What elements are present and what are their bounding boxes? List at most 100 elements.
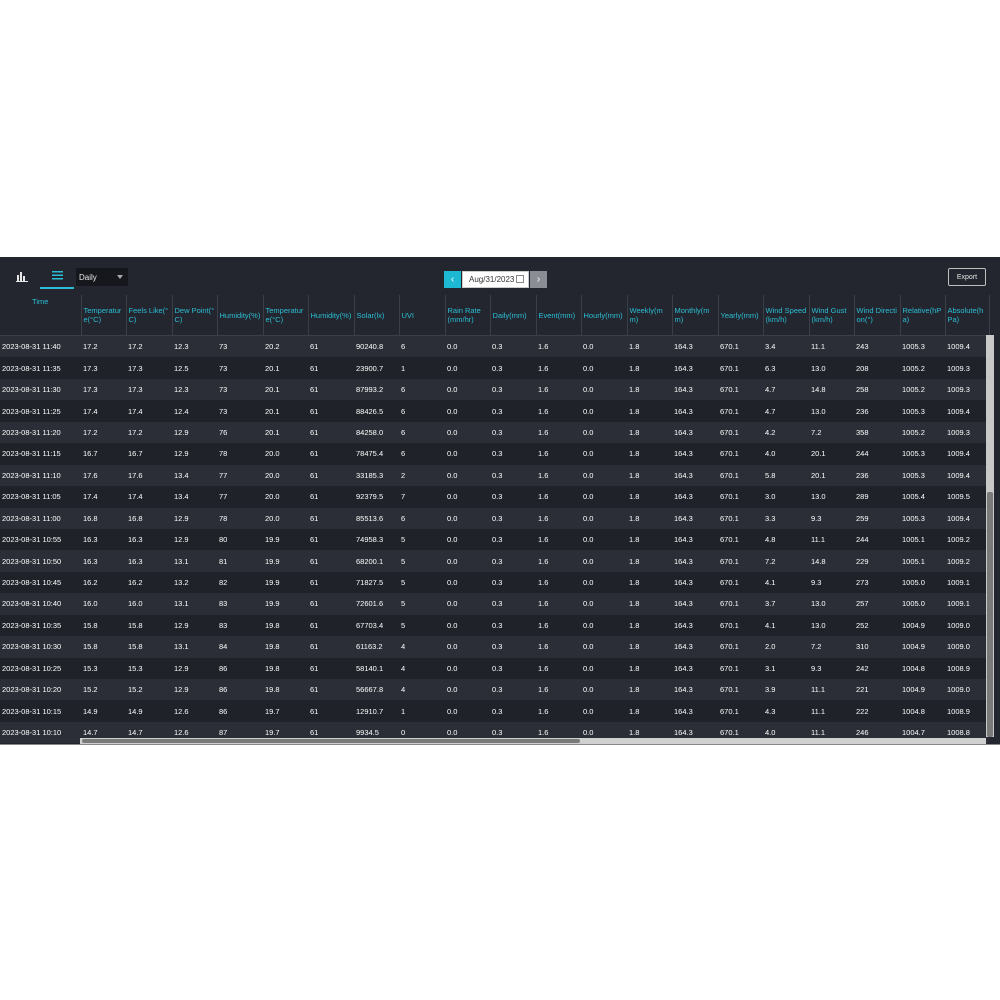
column-header[interactable]: Humidity(%) bbox=[217, 295, 264, 336]
chart-view-button[interactable] bbox=[8, 263, 36, 289]
table-cell: 1.8 bbox=[627, 464, 672, 487]
column-header[interactable]: Solar(lx) bbox=[354, 295, 400, 336]
table-cell: 61 bbox=[308, 679, 354, 701]
table-cell: 1005.3 bbox=[900, 443, 945, 465]
column-header[interactable]: Time bbox=[0, 295, 82, 336]
table-cell: 80 bbox=[217, 528, 263, 551]
table-cell: 88426.5 bbox=[354, 400, 399, 422]
table-cell: 16.3 bbox=[81, 528, 126, 551]
table-cell: 1004.8 bbox=[900, 700, 945, 722]
column-header[interactable]: Wind Speed(km/h) bbox=[763, 295, 810, 336]
table-cell: 0.3 bbox=[490, 486, 536, 508]
table-cell: 242 bbox=[854, 657, 900, 679]
table-cell: 1.6 bbox=[536, 700, 581, 722]
column-header[interactable]: Temperature(°C) bbox=[81, 295, 127, 336]
column-header[interactable]: Relative(hPa) bbox=[900, 295, 946, 336]
table-cell: 1.6 bbox=[536, 507, 581, 529]
table-cell: 4.0 bbox=[763, 721, 809, 744]
column-header[interactable]: Event(mm) bbox=[536, 295, 582, 336]
table-cell: 0.0 bbox=[445, 550, 490, 572]
table-cell: 1.6 bbox=[536, 528, 581, 551]
table-cell: 73 bbox=[217, 400, 263, 422]
table-cell: 17.4 bbox=[126, 486, 172, 508]
table-row: 2023-08-31 11:35 17.3 17.3 12.5 73 20.1 61 2390… bbox=[0, 357, 989, 379]
column-header[interactable]: Wind Direction(°) bbox=[854, 295, 901, 336]
table-row: 2023-08-31 10:35 15.8 15.8 12.9 83 19.8 61 6770… bbox=[0, 614, 989, 637]
column-header[interactable]: Wind Gust(km/h) bbox=[809, 295, 855, 336]
table-cell: 0.0 bbox=[581, 550, 627, 572]
table-cell: 0.3 bbox=[490, 443, 536, 465]
column-header[interactable]: Humidity(%) bbox=[308, 295, 355, 336]
table-cell: 0.0 bbox=[445, 507, 490, 529]
table-cell: 20.2 bbox=[263, 335, 308, 358]
time-cell: 2023-08-31 10:50 bbox=[0, 550, 81, 572]
column-header[interactable]: Rain Rate(mm/hr) bbox=[445, 295, 491, 336]
table-cell: 13.2 bbox=[172, 571, 217, 594]
table-cell: 1.6 bbox=[536, 443, 581, 465]
table-cell: 1004.9 bbox=[900, 636, 945, 658]
time-cell: 2023-08-31 10:25 bbox=[0, 657, 81, 679]
table-cell: 14.9 bbox=[126, 700, 172, 722]
table-cell: 17.6 bbox=[126, 464, 172, 487]
horizontal-scrollbar-thumb[interactable] bbox=[82, 739, 580, 743]
table-cell: 310 bbox=[854, 636, 900, 658]
table-cell: 670.1 bbox=[718, 528, 763, 551]
table-cell: 4 bbox=[399, 657, 445, 679]
table-cell: 0.0 bbox=[445, 335, 490, 358]
table-cell: 61 bbox=[308, 700, 354, 722]
time-cell: 2023-08-31 10:20 bbox=[0, 679, 81, 701]
column-header[interactable]: Dew Point(°C) bbox=[172, 295, 218, 336]
table-cell: 1.6 bbox=[536, 421, 581, 444]
table-cell: 17.3 bbox=[126, 357, 172, 379]
table-cell: 0.0 bbox=[581, 421, 627, 444]
table-cell: 670.1 bbox=[718, 636, 763, 658]
column-header[interactable]: Feels Like(°C) bbox=[126, 295, 173, 336]
table-cell: 1 bbox=[399, 357, 445, 379]
table-cell: 61 bbox=[308, 507, 354, 529]
table-cell: 67703.4 bbox=[354, 614, 399, 637]
table-cell: 85513.6 bbox=[354, 507, 399, 529]
column-header[interactable]: Weekly(mm) bbox=[627, 295, 673, 336]
table-cell: 12.3 bbox=[172, 335, 217, 358]
column-header[interactable]: Absolute(hPa) bbox=[945, 295, 990, 336]
range-select[interactable]: Daily bbox=[76, 268, 128, 286]
column-header[interactable]: Yearly(mm) bbox=[718, 295, 764, 336]
table-cell: 1.8 bbox=[627, 657, 672, 679]
table-cell: 1009.3 bbox=[945, 421, 989, 444]
table-cell: 4.1 bbox=[763, 571, 809, 594]
column-header[interactable]: Temperature(°C) bbox=[263, 295, 309, 336]
table-cell: 12.5 bbox=[172, 357, 217, 379]
time-cell: 2023-08-31 10:55 bbox=[0, 528, 81, 551]
table-cell: 0.0 bbox=[581, 486, 627, 508]
column-header[interactable]: Hourly(mm) bbox=[581, 295, 628, 336]
table-cell: 1009.3 bbox=[945, 357, 989, 379]
time-cell: 2023-08-31 11:05 bbox=[0, 486, 81, 508]
list-icon bbox=[51, 270, 63, 279]
date-picker[interactable]: Aug/31/2023 bbox=[462, 271, 529, 288]
table-cell: 1.6 bbox=[536, 357, 581, 379]
next-date-button[interactable]: › bbox=[530, 271, 547, 288]
data-table: Time Temperature(°C) Feels Like(°C) Dew Poi… bbox=[0, 295, 990, 744]
table-cell: 1.8 bbox=[627, 421, 672, 444]
export-button[interactable]: Export bbox=[948, 268, 986, 286]
table-cell: 1.8 bbox=[627, 571, 672, 594]
table-cell: 13.0 bbox=[809, 486, 854, 508]
time-cell: 2023-08-31 11:35 bbox=[0, 357, 81, 379]
table-cell: 670.1 bbox=[718, 421, 763, 444]
table-cell: 23900.7 bbox=[354, 357, 399, 379]
table-cell: 0.3 bbox=[490, 335, 536, 358]
table-row: 2023-08-31 10:45 16.2 16.2 13.2 82 19.9 61 7182… bbox=[0, 571, 989, 594]
column-header[interactable]: Monthly(mm) bbox=[672, 295, 719, 336]
table-cell: 164.3 bbox=[672, 657, 718, 679]
table-cell: 1004.9 bbox=[900, 679, 945, 701]
table-cell: 244 bbox=[854, 443, 900, 465]
table-cell: 0.0 bbox=[581, 614, 627, 637]
vertical-scrollbar-thumb[interactable] bbox=[987, 492, 993, 737]
table-view-button[interactable] bbox=[40, 263, 74, 289]
column-header[interactable]: Daily(mm) bbox=[490, 295, 537, 336]
table-cell: 0.0 bbox=[581, 657, 627, 679]
table-cell: 73 bbox=[217, 378, 263, 401]
table-cell: 1.6 bbox=[536, 464, 581, 487]
prev-date-button[interactable]: ‹ bbox=[444, 271, 461, 288]
column-header[interactable]: UVI bbox=[399, 295, 446, 336]
